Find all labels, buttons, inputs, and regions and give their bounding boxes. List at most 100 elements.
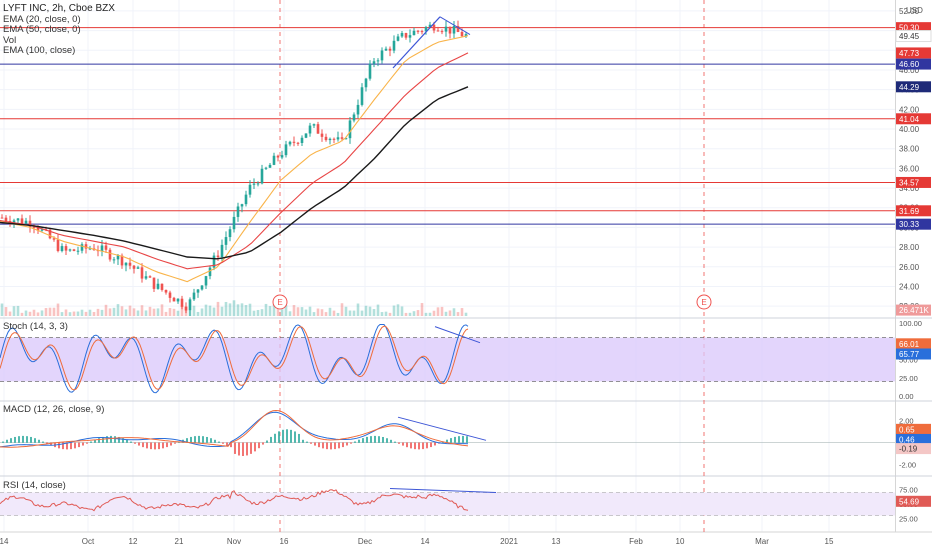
macd-histogram-bar	[134, 442, 136, 444]
volume-bar	[464, 312, 468, 316]
volume-bar	[296, 307, 300, 316]
macd-histogram-bar	[58, 442, 60, 449]
candle-body	[16, 218, 20, 221]
macd-trendline	[397, 416, 487, 441]
volume-bar	[176, 310, 180, 316]
macd-histogram-bar	[374, 435, 376, 443]
legend-vol[interactable]: Vol	[3, 34, 17, 46]
symbol-title[interactable]: LYFT INC, 2h, Cboe BZX	[3, 3, 115, 14]
candle-body	[128, 262, 132, 266]
price-badge-label: 41.04	[899, 115, 920, 124]
volume-bar	[80, 309, 84, 316]
macd-histogram-bar	[278, 431, 280, 443]
price-badge-label: 31.69	[899, 207, 920, 216]
volume-bar	[336, 312, 340, 316]
horizontal-levels[interactable]	[0, 27, 895, 225]
candle-body	[204, 276, 208, 286]
price-badge-label: 44.29	[899, 83, 920, 92]
volume-bar	[328, 307, 332, 316]
volume-bar	[20, 312, 24, 316]
stoch-badge	[896, 338, 931, 350]
candle-body	[392, 40, 396, 51]
macd-histogram-bar	[6, 439, 8, 443]
candle-body	[408, 35, 412, 38]
chart-legend: LYFT INC, 2h, Cboe BZX EMA (20, close, 0…	[3, 3, 115, 57]
volume-bar	[352, 310, 356, 316]
candle-body	[296, 142, 300, 144]
volume-bar	[416, 310, 420, 316]
macd-histogram-bar	[282, 429, 284, 443]
macd-histogram-bar	[270, 436, 272, 443]
candle-body	[404, 33, 408, 38]
volume-bar	[248, 303, 252, 316]
macd-histogram-bar	[30, 436, 32, 443]
macd-histogram-bar	[294, 431, 296, 443]
candle-body	[252, 183, 256, 185]
legend-ema100[interactable]: EMA (100, close)	[3, 45, 76, 56]
macd-title[interactable]: MACD (12, 26, close, 9)	[3, 404, 105, 415]
time-tick-label: Oct	[82, 537, 95, 546]
macd-histogram-bar	[14, 436, 16, 443]
macd-histogram-bar	[446, 439, 448, 443]
candles	[0, 20, 468, 316]
price-badge	[896, 113, 931, 125]
candle-body	[268, 164, 272, 168]
macd-histogram-bar	[230, 442, 232, 448]
volume-bar	[12, 306, 16, 316]
candle-body	[52, 238, 56, 240]
volume-bar	[380, 312, 384, 316]
volume-bar	[376, 304, 380, 316]
volume-bar	[60, 312, 64, 316]
price-tick-label: 34.00	[899, 184, 920, 193]
volume-bar	[272, 304, 276, 316]
volume-bar	[228, 303, 232, 316]
candle-body	[440, 31, 444, 33]
candle-body	[224, 237, 228, 245]
macd-histogram-bar	[346, 442, 348, 446]
candle-body	[140, 267, 144, 279]
candle-body	[244, 194, 248, 205]
earnings-marker	[272, 294, 288, 310]
macd-histogram-bar	[274, 433, 276, 443]
legend-ema20[interactable]: EMA (20, close, 0)	[3, 13, 81, 25]
volume-bar	[268, 306, 272, 316]
macd-histogram-bar	[86, 442, 88, 444]
volume-bar	[208, 305, 212, 316]
candle-body	[24, 220, 28, 224]
candle-body	[256, 183, 260, 185]
macd-histogram-bar	[246, 442, 248, 456]
macd-histogram-bar	[306, 441, 308, 443]
candle-body	[144, 276, 148, 279]
stoch-k-line	[0, 324, 469, 394]
candle-body	[336, 137, 340, 140]
volume-bar	[52, 307, 56, 316]
macd-histogram-bar	[10, 438, 12, 443]
candle-body	[32, 226, 36, 228]
macd-histogram-bar	[322, 442, 324, 449]
volume-bar	[48, 307, 52, 316]
volume-bar	[40, 310, 44, 316]
stoch-badge-label: 65.77	[899, 350, 920, 359]
macd-histogram-bar	[242, 442, 244, 456]
candle-body	[272, 155, 276, 165]
macd-histogram-bar	[146, 442, 148, 449]
volume-bar	[400, 306, 404, 316]
price-badge	[896, 58, 931, 70]
volume-bar	[408, 312, 412, 316]
volume-bar	[440, 306, 444, 316]
macd-histogram-bar	[190, 436, 192, 443]
volume-bar	[284, 305, 288, 316]
macd-histogram-bar	[370, 436, 372, 443]
volume-bar	[372, 309, 376, 316]
macd-histogram-bar	[222, 442, 224, 444]
volume-bar	[192, 305, 196, 316]
legend-ema50[interactable]: EMA (50, close, 0)	[3, 24, 81, 35]
macd-histogram-bar	[454, 436, 456, 443]
rsi-title[interactable]: RSI (14, close)	[3, 480, 66, 491]
candle-body	[332, 138, 336, 140]
price-axis: 52.0050.0048.0046.0044.0042.0040.0038.00…	[0, 7, 932, 546]
stoch-title[interactable]: Stoch (14, 3, 3)	[3, 321, 68, 332]
macd-histogram-bar	[62, 442, 64, 450]
candle-body	[76, 250, 80, 252]
